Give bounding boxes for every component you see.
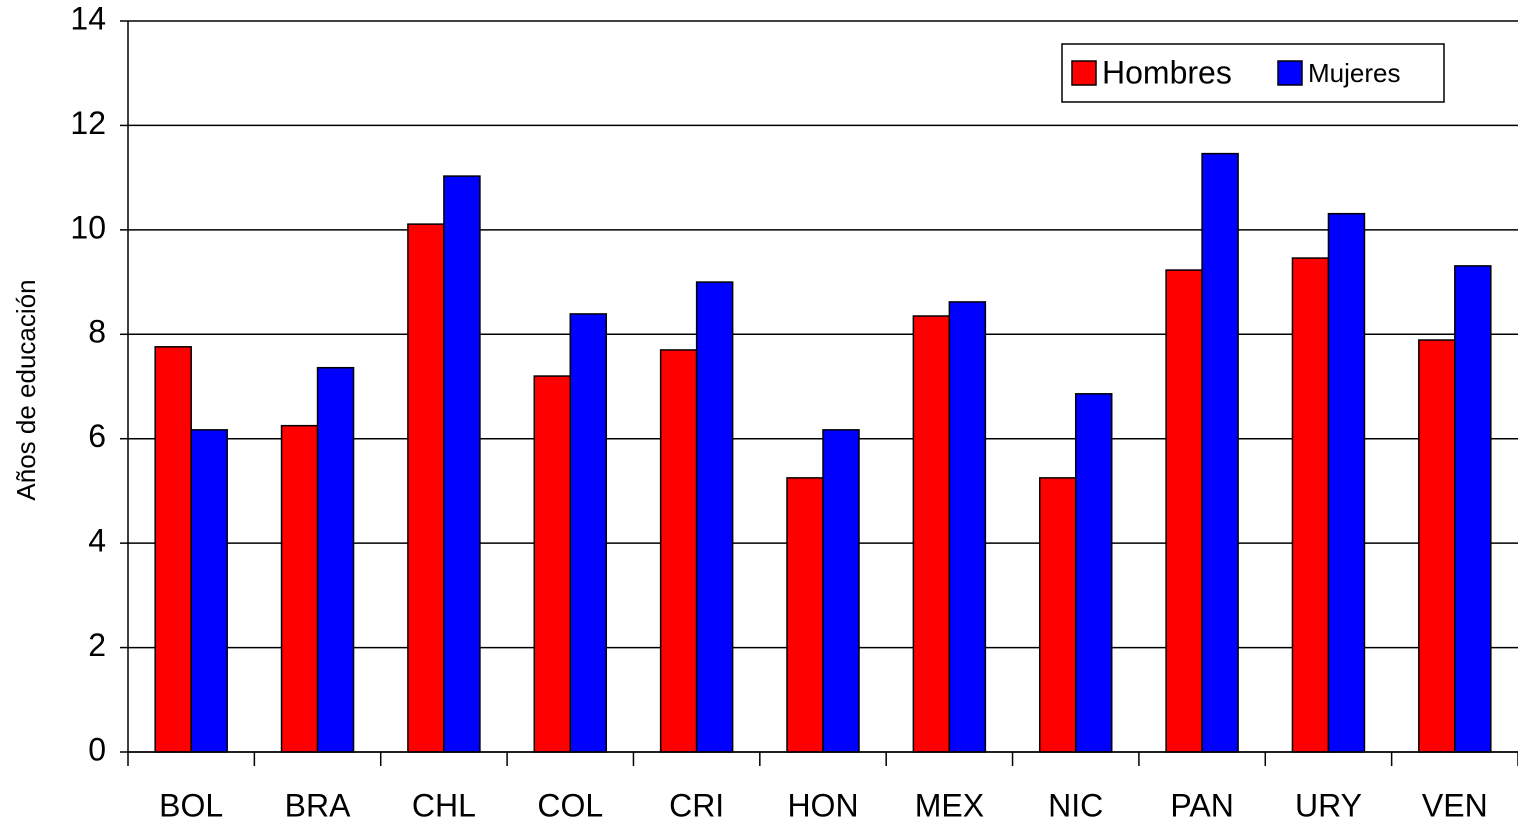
y-tick-label: 4 xyxy=(88,523,106,559)
bar xyxy=(659,349,698,753)
y-tick-label: 10 xyxy=(70,209,106,245)
bar xyxy=(1327,212,1366,753)
bar xyxy=(280,424,319,753)
bar xyxy=(154,346,192,753)
legend-swatch xyxy=(1071,60,1097,86)
bar xyxy=(443,175,481,753)
bar xyxy=(1038,477,1077,753)
bar xyxy=(695,281,734,753)
bar xyxy=(786,477,824,753)
x-tick-label: PAN xyxy=(1170,787,1233,823)
y-axis-label: Años de educación xyxy=(11,279,41,500)
bar xyxy=(533,375,572,753)
x-tick-label: BOL xyxy=(159,787,223,823)
legend-box xyxy=(1061,43,1445,103)
x-tick-label: HON xyxy=(787,787,858,823)
x-tick-label: BRA xyxy=(285,787,351,823)
legend-swatch xyxy=(1277,60,1303,86)
y-tick-label: 0 xyxy=(88,731,106,767)
y-tick-label: 12 xyxy=(70,105,106,141)
bar xyxy=(1291,257,1330,753)
bar xyxy=(912,315,951,753)
bar xyxy=(948,301,987,753)
x-tick-label: COL xyxy=(537,787,603,823)
bar xyxy=(1074,393,1113,753)
x-tick-label: VEN xyxy=(1422,787,1488,823)
bar xyxy=(1201,152,1239,753)
y-tick-label: 6 xyxy=(88,418,106,454)
bar xyxy=(1165,269,1203,753)
legend-label: Mujeres xyxy=(1308,58,1400,88)
x-tick-label: MEX xyxy=(915,787,984,823)
bar xyxy=(569,313,608,753)
legend-label: Hombres xyxy=(1102,54,1232,90)
bar xyxy=(1418,339,1456,753)
y-tick-label: 2 xyxy=(88,627,106,663)
y-tick-label: 14 xyxy=(70,0,106,36)
bar xyxy=(1454,265,1492,753)
x-tick-label: CHL xyxy=(412,787,476,823)
y-tick-label: 8 xyxy=(88,314,106,350)
bar xyxy=(316,366,355,753)
x-tick-label: URY xyxy=(1295,787,1362,823)
bar xyxy=(407,223,445,753)
x-tick-label: CRI xyxy=(669,787,724,823)
x-tick-label: NIC xyxy=(1048,787,1103,823)
bar xyxy=(822,429,860,753)
bar xyxy=(190,429,228,753)
